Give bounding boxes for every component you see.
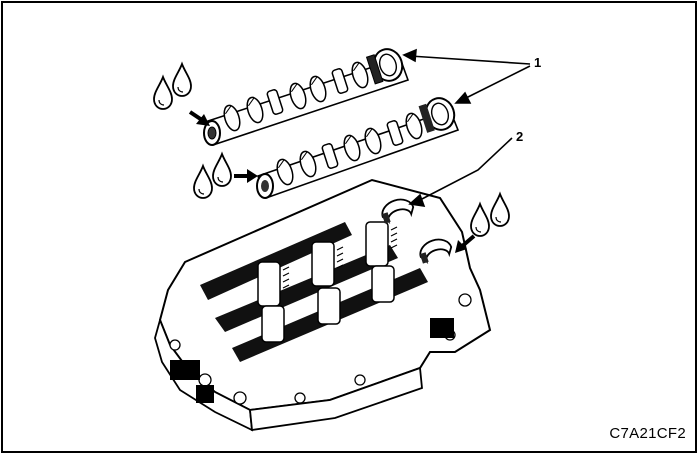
figure-code: C7A21CF2 [609,425,686,442]
camshaft-upper-journal [365,48,404,85]
head-journal-rear [419,238,453,264]
callout-label-1: 1 [534,55,542,70]
callout-label-2: 2 [516,129,524,144]
oil-drop-icon [193,153,258,199]
camshaft-upper [203,48,410,147]
oil-drop-icon [153,63,210,126]
camshaft-lower-journal [418,97,456,133]
camshaft-lower [256,97,460,200]
callout-2-leader [408,137,513,207]
cylinder-head [154,178,492,432]
head-journal-front [381,198,415,224]
callout-1-leaders [402,48,531,104]
oil-drop-icon [455,193,510,253]
